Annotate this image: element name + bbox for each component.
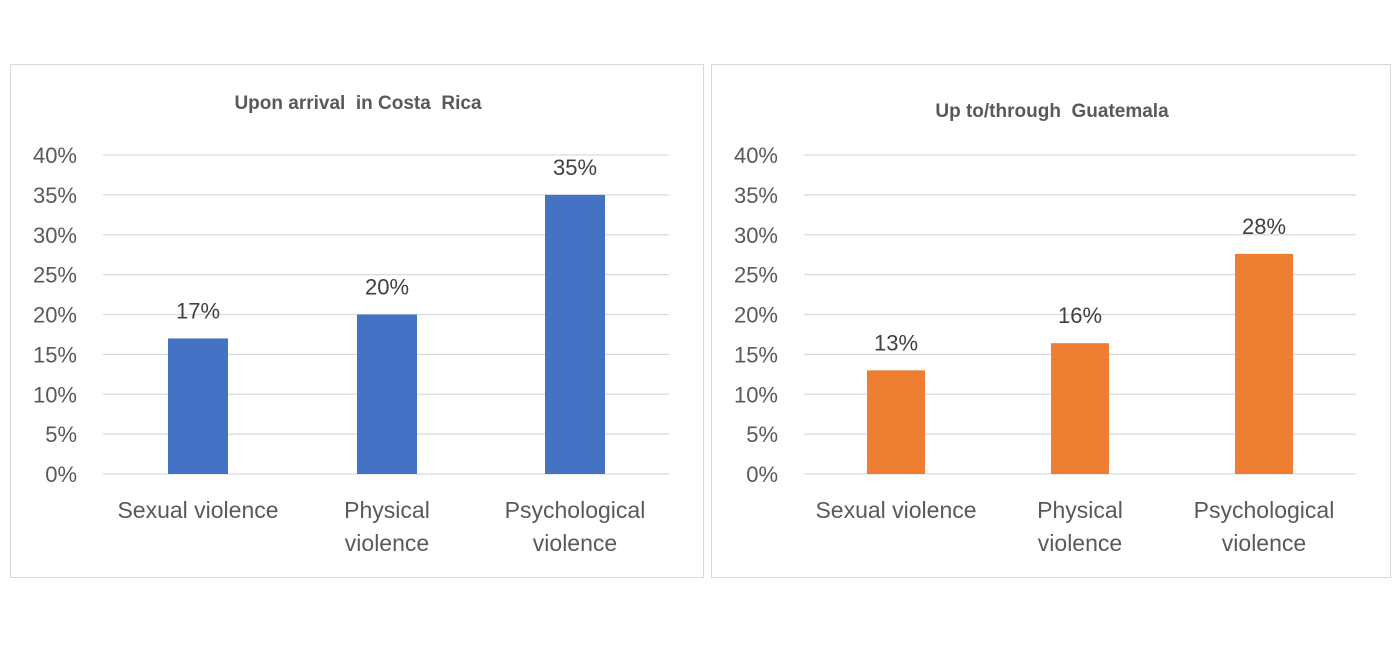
category-label: Physical <box>1037 497 1123 523</box>
category-label: Physical <box>344 497 430 523</box>
data-label: 20% <box>365 275 409 300</box>
bar-chart-guatemala: Up to/through Guatemala 0% 5% 10% 15% 20% 25% 3… <box>734 101 1356 556</box>
y-tick-label: 0% <box>746 462 778 487</box>
category-label: Sexual violence <box>815 497 976 523</box>
y-tick-label: 30% <box>33 223 77 248</box>
y-tick-label: 20% <box>33 303 77 328</box>
y-tick-label: 35% <box>33 183 77 208</box>
category-label: Sexual violence <box>117 497 278 523</box>
y-tick-label: 20% <box>734 303 778 328</box>
y-tick-label: 5% <box>746 422 778 447</box>
category-label: Psychological <box>1194 497 1335 523</box>
category-label: violence <box>345 530 429 556</box>
bar <box>545 194 605 474</box>
chart-panel-costa-rica: Upon arrival in Costa Rica 0% 5% 10% 15% 20% 2… <box>10 64 704 578</box>
y-tick-label: 10% <box>734 382 778 407</box>
y-tick-label: 40% <box>33 143 77 168</box>
bar <box>357 314 417 474</box>
data-label: 13% <box>874 330 918 355</box>
y-tick-label: 30% <box>734 223 778 248</box>
category-label: violence <box>533 530 617 556</box>
y-tick-label: 10% <box>33 382 77 407</box>
y-tick-label: 35% <box>734 183 778 208</box>
y-tick-label: 15% <box>734 342 778 367</box>
bar <box>1051 343 1109 474</box>
category-label: Psychological <box>505 497 646 523</box>
y-tick-label: 40% <box>734 143 778 168</box>
bar <box>867 370 925 474</box>
data-label: 35% <box>553 155 597 180</box>
y-tick-label: 25% <box>734 263 778 288</box>
bar <box>168 338 228 474</box>
y-tick-label: 15% <box>33 342 77 367</box>
data-label: 17% <box>176 298 220 323</box>
category-label: violence <box>1222 530 1306 556</box>
chart-panel-guatemala: Up to/through Guatemala 0% 5% 10% 15% 20% 25% 3… <box>711 64 1391 578</box>
data-label: 28% <box>1242 214 1286 239</box>
bar <box>1235 253 1293 474</box>
chart-title: Upon arrival in Costa Rica <box>234 93 481 114</box>
y-tick-label: 5% <box>45 422 77 447</box>
category-label: violence <box>1038 530 1122 556</box>
data-label: 16% <box>1058 303 1102 328</box>
bar-chart-costa-rica: Upon arrival in Costa Rica 0% 5% 10% 15% 20% 2… <box>33 93 669 556</box>
y-tick-label: 25% <box>33 263 77 288</box>
y-tick-label: 0% <box>45 462 77 487</box>
chart-title: Up to/through Guatemala <box>935 101 1169 122</box>
